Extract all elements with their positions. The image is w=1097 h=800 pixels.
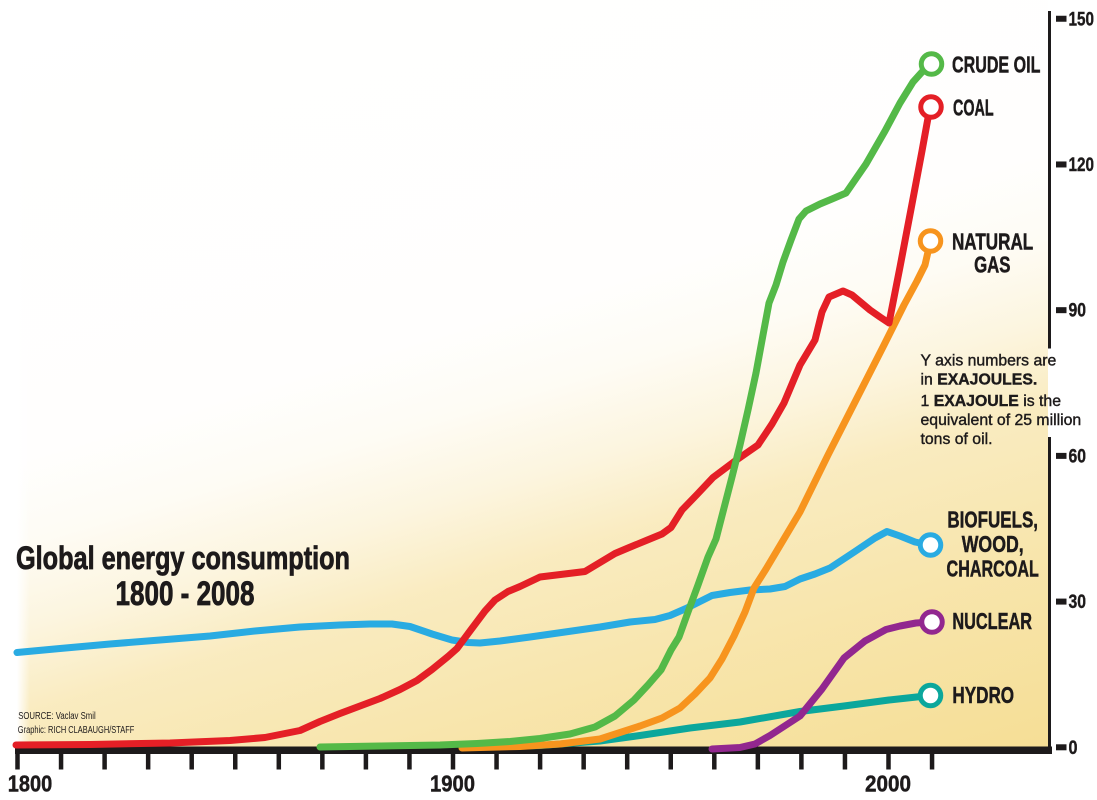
- svg-text:BIOFUELS,: BIOFUELS,: [947, 507, 1038, 533]
- svg-text:1800 - 2008: 1800 - 2008: [116, 575, 255, 613]
- svg-text:WOOD,: WOOD,: [962, 531, 1024, 557]
- svg-text:NATURAL: NATURAL: [952, 229, 1033, 255]
- svg-text:Graphic: RICH CLABAUGH/STAFF: Graphic: RICH CLABAUGH/STAFF: [18, 725, 135, 736]
- svg-text:Y axis numbers are: Y axis numbers are: [921, 353, 1057, 370]
- svg-text:90: 90: [1069, 300, 1087, 322]
- svg-text:60: 60: [1069, 445, 1087, 467]
- svg-text:1 EXAJOULE is the: 1 EXAJOULE is the: [921, 393, 1062, 410]
- svg-text:SOURCE: Vaclav Smil: SOURCE: Vaclav Smil: [18, 711, 96, 722]
- svg-text:COAL: COAL: [953, 94, 994, 120]
- svg-text:HYDRO: HYDRO: [952, 682, 1014, 708]
- svg-text:in EXAJOULES.: in EXAJOULES.: [921, 372, 1038, 389]
- svg-text:1800: 1800: [8, 771, 53, 797]
- svg-text:CRUDE OIL: CRUDE OIL: [952, 51, 1040, 77]
- svg-text:NUCLEAR: NUCLEAR: [952, 608, 1032, 634]
- svg-text:0: 0: [1069, 737, 1078, 759]
- svg-text:CHARCOAL: CHARCOAL: [947, 555, 1039, 581]
- svg-text:1900: 1900: [430, 771, 475, 797]
- svg-text:150: 150: [1069, 8, 1095, 30]
- svg-text:Global energy consumption: Global energy consumption: [16, 540, 350, 576]
- svg-text:GAS: GAS: [974, 251, 1010, 277]
- svg-text:tons of oil.: tons of oil.: [921, 431, 993, 448]
- svg-text:2000: 2000: [865, 771, 911, 797]
- svg-text:120: 120: [1069, 154, 1095, 176]
- svg-text:30: 30: [1069, 591, 1087, 613]
- svg-text:equivalent of 25 million: equivalent of 25 million: [921, 412, 1082, 429]
